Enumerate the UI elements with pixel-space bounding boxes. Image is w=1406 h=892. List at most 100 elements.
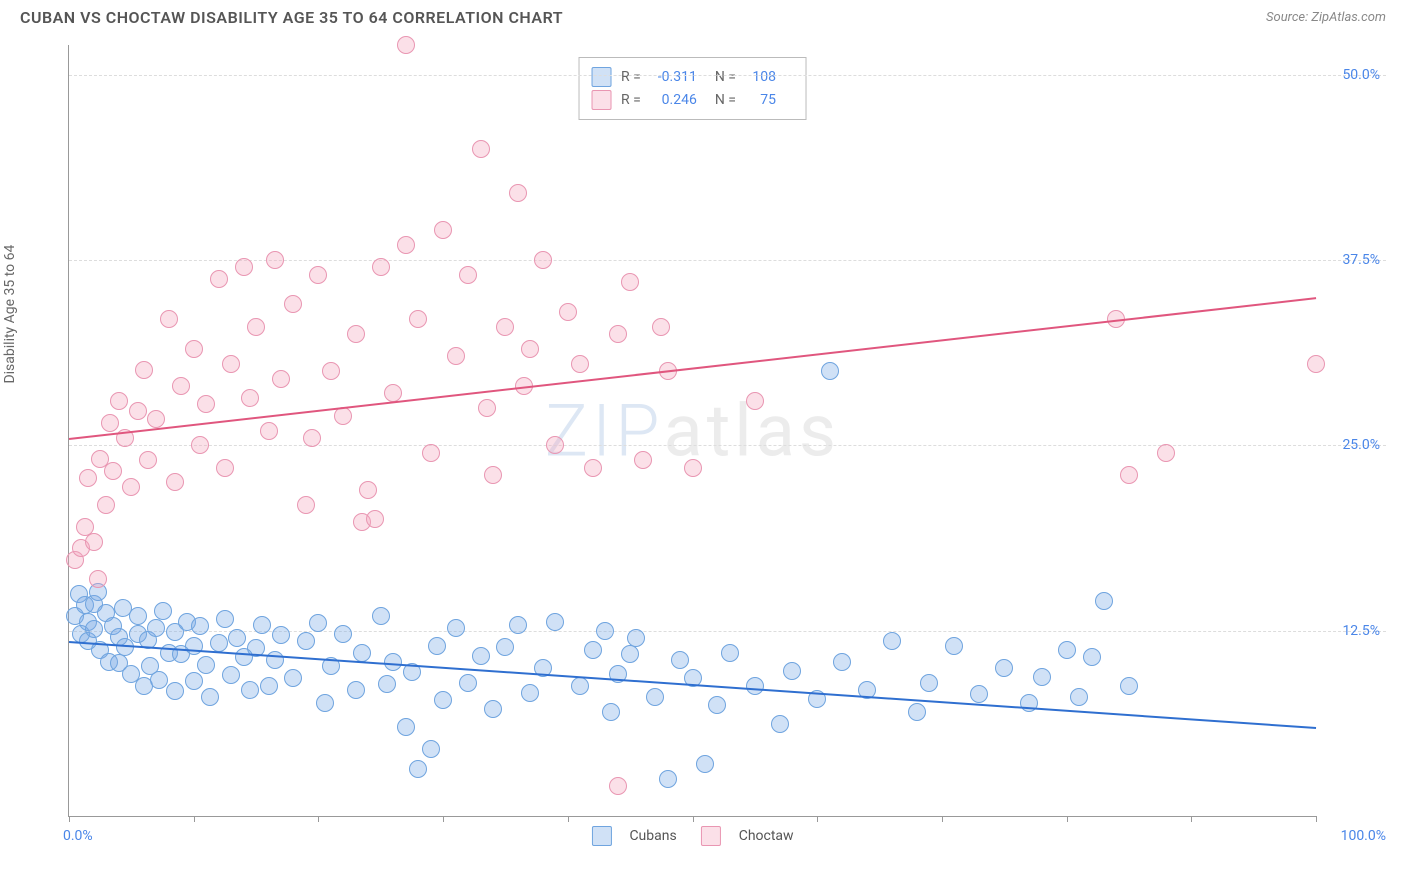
x-tick-mark (194, 816, 195, 822)
series-legend: CubansChoctaw (591, 826, 793, 846)
data-point (397, 236, 415, 254)
data-point (185, 672, 203, 690)
data-point (484, 700, 502, 718)
data-point (521, 340, 539, 358)
x-tick-mark (568, 816, 569, 822)
data-point (284, 295, 302, 313)
data-point (372, 258, 390, 276)
plot-area: ZIPatlas R =-0.311N =108R =0.246N =75 Cu… (68, 45, 1316, 817)
data-point (154, 602, 172, 620)
data-point (104, 462, 122, 480)
data-point (166, 682, 184, 700)
data-point (79, 469, 97, 487)
r-value: -0.311 (647, 69, 697, 85)
x-tick-mark (817, 816, 818, 822)
legend-swatch (701, 826, 721, 846)
legend-swatch (591, 67, 611, 87)
data-point (459, 674, 477, 692)
data-point (334, 625, 352, 643)
data-point (216, 610, 234, 628)
data-point (228, 629, 246, 647)
data-point (309, 266, 327, 284)
data-point (347, 681, 365, 699)
stats-legend-row: R =-0.311N =108 (591, 67, 794, 87)
x-tick-mark (1067, 816, 1068, 822)
data-point (197, 656, 215, 674)
data-point (172, 377, 190, 395)
data-point (284, 669, 302, 687)
r-label: R = (621, 69, 641, 85)
y-axis-label: Disability Age 35 to 64 (2, 245, 18, 384)
data-point (571, 677, 589, 695)
data-point (384, 653, 402, 671)
data-point (397, 718, 415, 736)
data-point (546, 436, 564, 454)
data-point (147, 410, 165, 428)
data-point (708, 696, 726, 714)
data-point (434, 691, 452, 709)
legend-swatch (591, 826, 611, 846)
data-point (197, 395, 215, 413)
x-start-label: 0.0% (63, 828, 93, 844)
data-point (201, 688, 219, 706)
data-point (509, 184, 527, 202)
legend-label: Cubans (629, 828, 676, 844)
data-point (409, 310, 427, 328)
data-point (447, 619, 465, 637)
data-point (216, 459, 234, 477)
data-point (783, 662, 801, 680)
data-point (129, 402, 147, 420)
data-point (484, 466, 502, 484)
data-point (821, 362, 839, 380)
data-point (110, 392, 128, 410)
data-point (995, 659, 1013, 677)
data-point (534, 251, 552, 269)
y-tick-label: 12.5% (1342, 623, 1380, 639)
data-point (101, 414, 119, 432)
data-point (746, 392, 764, 410)
data-point (129, 607, 147, 625)
data-point (272, 626, 290, 644)
data-point (166, 473, 184, 491)
y-tick-label: 50.0% (1342, 67, 1380, 83)
data-point (241, 681, 259, 699)
data-point (322, 362, 340, 380)
data-point (85, 533, 103, 551)
data-point (347, 325, 365, 343)
data-point (646, 688, 664, 706)
data-point (584, 459, 602, 477)
data-point (185, 340, 203, 358)
data-point (945, 637, 963, 655)
data-point (272, 370, 290, 388)
data-point (372, 607, 390, 625)
data-point (833, 653, 851, 671)
data-point (97, 496, 115, 514)
data-point (150, 671, 168, 689)
data-point (422, 740, 440, 758)
data-point (634, 451, 652, 469)
x-tick-mark (443, 816, 444, 822)
chart-title: CUBAN VS CHOCTAW DISABILITY AGE 35 TO 64… (20, 8, 563, 27)
data-point (696, 755, 714, 773)
data-point (260, 422, 278, 440)
data-point (247, 318, 265, 336)
data-point (771, 715, 789, 733)
x-tick-mark (693, 816, 694, 822)
n-value: 75 (742, 92, 776, 108)
data-point (359, 481, 377, 499)
data-point (496, 638, 514, 656)
data-point (89, 570, 107, 588)
data-point (222, 355, 240, 373)
n-label: N = (715, 92, 736, 108)
data-point (297, 496, 315, 514)
data-point (652, 318, 670, 336)
data-point (920, 674, 938, 692)
data-point (659, 770, 677, 788)
data-point (235, 258, 253, 276)
x-tick-mark (69, 816, 70, 822)
data-point (139, 451, 157, 469)
data-point (546, 613, 564, 631)
data-point (609, 777, 627, 795)
data-point (316, 694, 334, 712)
x-end-label: 100.0% (1341, 828, 1386, 844)
